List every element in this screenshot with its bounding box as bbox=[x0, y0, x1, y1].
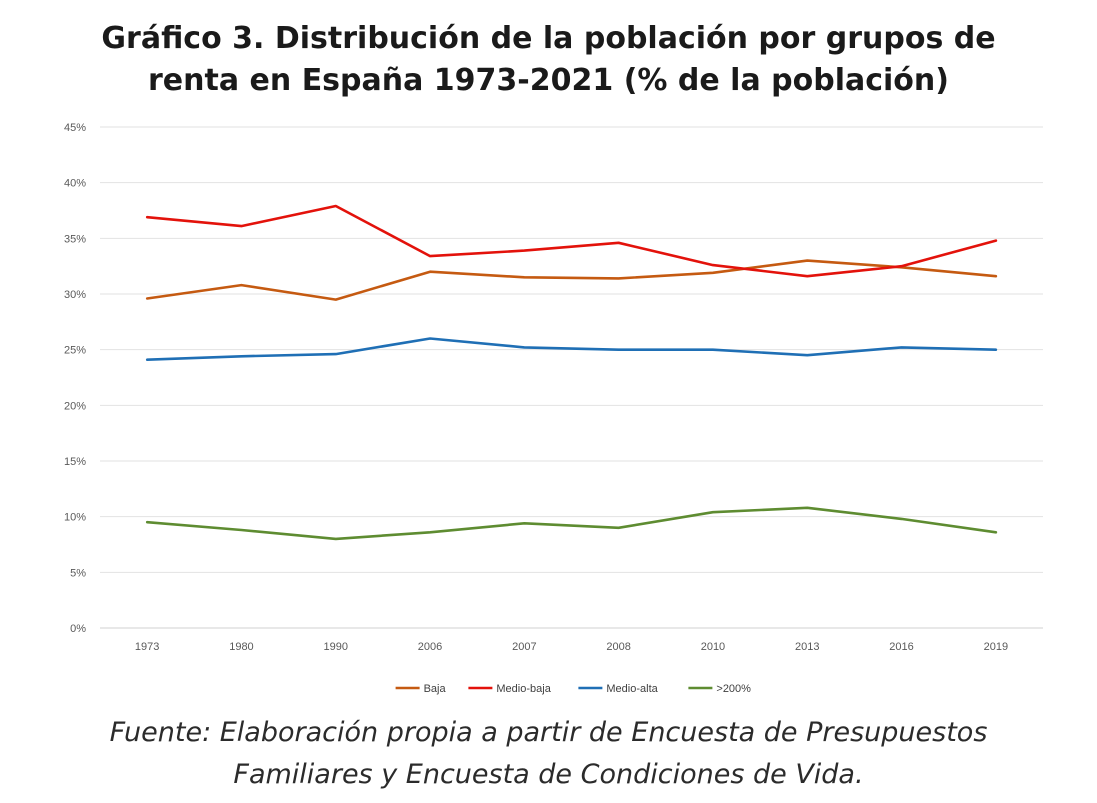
x-axis-tick-labels: 1973 1980 1990 2006 2007 2008 2010 2013 2016 2019 bbox=[135, 641, 1008, 653]
x-tick-label: 2019 bbox=[984, 641, 1008, 653]
y-tick-label: 25% bbox=[64, 345, 86, 357]
series-line-200 bbox=[145, 506, 998, 541]
y-axis-tick-labels: 0% 5% 10% 15% 20% 25% 30% 35% 40% 45% bbox=[64, 122, 86, 635]
chart-title-line-2: renta en España 1973-2021 (% de la pobla… bbox=[148, 63, 949, 98]
chart-title-line-1: Gráfico 3. Distribución de la población … bbox=[101, 21, 996, 56]
x-tick-label: 2006 bbox=[418, 641, 442, 653]
x-tick-label: 2008 bbox=[606, 641, 630, 653]
x-tick-label: 2007 bbox=[512, 641, 536, 653]
legend-label-medio-baja: Medio-baja bbox=[496, 683, 551, 695]
series-line-medio-alta bbox=[145, 337, 998, 362]
series-line-medio-baja bbox=[145, 204, 998, 278]
y-tick-label: 40% bbox=[64, 178, 86, 190]
y-tick-label: 35% bbox=[64, 233, 86, 245]
chart-title: Gráfico 3. Distribución de la población … bbox=[0, 18, 1097, 102]
source-note-line-1: Fuente: Elaboración propia a partir de E… bbox=[109, 717, 988, 748]
y-tick-label: 20% bbox=[64, 400, 86, 412]
source-note: Fuente: Elaboración propia a partir de E… bbox=[0, 712, 1097, 796]
legend-label-medio-alta: Medio-alta bbox=[606, 683, 658, 695]
y-tick-label: 0% bbox=[70, 623, 86, 635]
y-tick-label: 10% bbox=[64, 512, 86, 524]
y-tick-label: 45% bbox=[64, 122, 86, 134]
x-tick-label: 2013 bbox=[795, 641, 819, 653]
x-tick-label: 1973 bbox=[135, 641, 159, 653]
y-tick-label: 30% bbox=[64, 289, 86, 301]
x-tick-label: 2010 bbox=[701, 641, 725, 653]
series-lines bbox=[145, 204, 998, 541]
y-tick-label: 5% bbox=[70, 567, 86, 579]
x-tick-label: 1990 bbox=[324, 641, 348, 653]
y-tick-label: 15% bbox=[64, 456, 86, 468]
gridlines bbox=[100, 126, 1043, 629]
legend: Baja Medio-baja Medio-alta >200% bbox=[395, 683, 751, 695]
x-tick-label: 2016 bbox=[889, 641, 913, 653]
source-note-line-2: Familiares y Encuesta de Condiciones de … bbox=[233, 759, 864, 790]
series-line-baja bbox=[145, 259, 998, 301]
legend-label-baja: Baja bbox=[424, 683, 447, 695]
x-tick-label: 1980 bbox=[229, 641, 253, 653]
legend-label-200: >200% bbox=[716, 683, 751, 695]
